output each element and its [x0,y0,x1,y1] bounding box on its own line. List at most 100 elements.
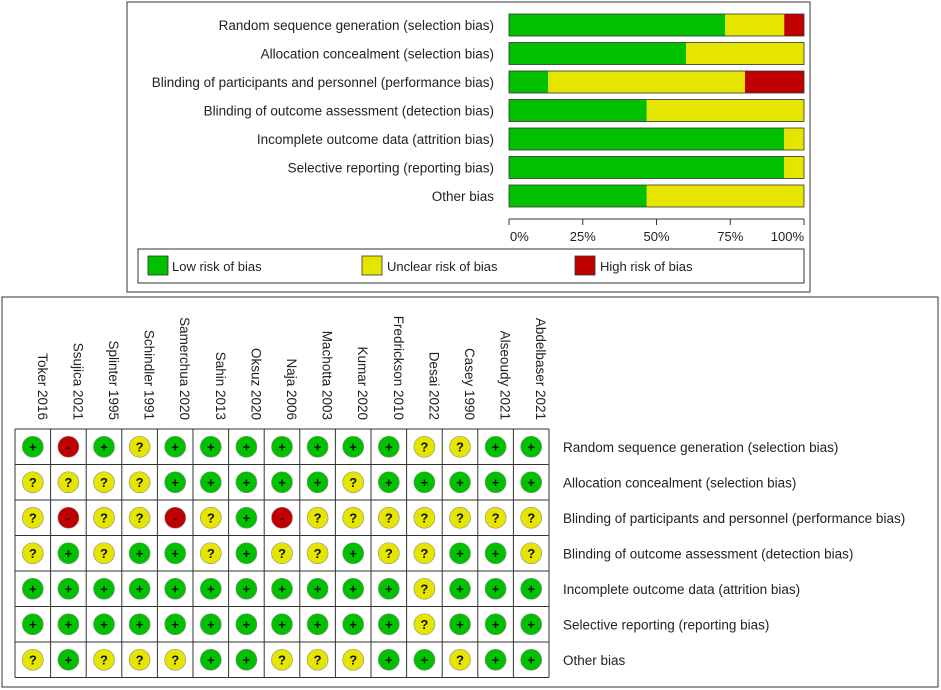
judgement-circle [342,435,365,458]
judgement-circle [21,506,44,529]
judgement-symbol: ? [349,652,357,667]
judgement-circle [377,471,400,494]
judgement-circle [93,613,115,636]
summary-bar-outline [508,99,805,122]
judgement-circle [484,648,507,671]
judgement-symbol: ? [420,510,428,525]
judgement-cell: + [271,577,293,600]
judgement-cell: + [128,577,151,600]
risk-of-bias-summary-chart: Random sequence generation (selection bi… [126,1,811,293]
judgement-cell: + [200,613,222,636]
x-axis-tick-label: 50% [643,229,669,244]
judgement-cells: + - +? + + + + + + +?? + +???? + + + + +? + + + + +? -?? -? + -??… [14,428,550,678]
judgement-cell: + [164,471,186,494]
judgement-cell: + [449,542,471,565]
judgement-symbol: + [314,439,322,454]
judgement-symbol: ? [385,546,393,561]
judgement-circle [520,613,543,636]
study-name-header: Samerchua 2020 [177,317,192,420]
judgement-symbol: + [385,652,393,667]
judgement-circle [413,506,436,529]
summary-bar-segment-low [509,99,647,122]
judgement-cell: ? [413,577,436,600]
legend-label-unclear: Unclear risk of bias [387,259,498,274]
judgement-circle [520,435,543,458]
judgement-cell: - [57,435,80,458]
summary-bar-outline [508,184,805,208]
judgement-symbol: + [492,581,500,596]
judgement-symbol: + [492,546,500,561]
judgement-circle [164,577,186,600]
judgement-cell: ? [21,648,44,671]
judgement-cell: + [200,648,222,671]
judgement-cell: + [57,577,80,600]
judgement-circle [57,577,80,600]
judgement-circle [342,613,365,636]
judgement-cell: ? [520,506,543,529]
summary-category-label: Blinding of participants and personnel (… [152,75,494,90]
judgement-cell: + [342,435,365,458]
legend-label-high: High risk of bias [600,259,693,274]
judgement-cell: ? [413,506,436,529]
judgement-circle [520,542,543,565]
judgement-symbol: + [243,475,251,490]
study-name-header: Oksuz 2020 [248,348,263,420]
judgement-symbol: ? [385,510,393,525]
judgement-cell: + [128,613,151,636]
judgement-symbol: ? [420,546,428,561]
judgement-symbol: + [456,617,464,632]
summary-category-label: Selective reporting (reporting bias) [288,161,494,176]
judgement-cell: + [235,435,258,458]
judgement-cell: + [520,471,543,494]
judgement-symbol: ? [456,439,464,454]
judgement-cell: + [271,613,293,636]
summary-bar-outline [508,13,805,37]
judgement-circle [200,506,222,529]
judgement-circle [164,471,186,494]
judgement-symbol: + [171,439,179,454]
judgement-cell: + [164,435,186,458]
judgement-symbol: ? [207,510,215,525]
judgement-cell: ? [128,648,151,671]
study-name-header: Naja 2006 [284,358,299,420]
judgement-circle [235,471,258,494]
summary-bar-segment-low [509,71,549,93]
judgement-circle [413,613,436,636]
judgement-circle [271,613,293,636]
judgement-cell: + [306,613,329,636]
judgement-circle [342,471,365,494]
judgement-symbol: + [243,439,251,454]
legend-frame [137,248,805,284]
judgement-cell: ? [342,648,365,671]
judgement-cell: + [235,506,258,529]
summary-category-label: Allocation concealment (selection bias) [261,47,494,62]
judgement-circle [413,577,436,600]
judgement-cell: + [413,471,436,494]
judgement-cell: - [164,506,186,529]
x-axis-tick-label: 0% [510,229,529,244]
judgement-cell: + [449,471,471,494]
judgement-cell: + [484,435,507,458]
summary-bar-segment-low [509,14,726,36]
judgement-symbol: + [136,546,144,561]
judgement-cell: ? [449,506,471,529]
domain-row-label: Selective reporting (reporting bias) [563,617,769,632]
judgement-symbol: + [278,617,286,632]
judgement-symbol: + [29,439,37,454]
judgement-cell: + [164,613,186,636]
judgement-symbol: + [243,652,251,667]
judgement-cell: + [342,613,365,636]
judgement-symbol: ? [29,652,37,667]
judgement-circle [342,542,365,565]
study-name-header: Alseoudy 2021 [498,331,513,420]
judgement-cell: + [520,577,543,600]
judgement-cell: ? [21,471,44,494]
judgement-cell: ? [449,648,471,671]
study-name-header: Kumar 2020 [355,346,370,420]
judgement-cell: ? [93,506,115,529]
domain-row-label: Allocation concealment (selection bias) [563,475,796,490]
summary-bar-segment-unclear [784,128,804,150]
judgement-cell: ? [271,542,293,565]
judgement-symbol: + [100,617,108,632]
judgement-circle [484,613,507,636]
